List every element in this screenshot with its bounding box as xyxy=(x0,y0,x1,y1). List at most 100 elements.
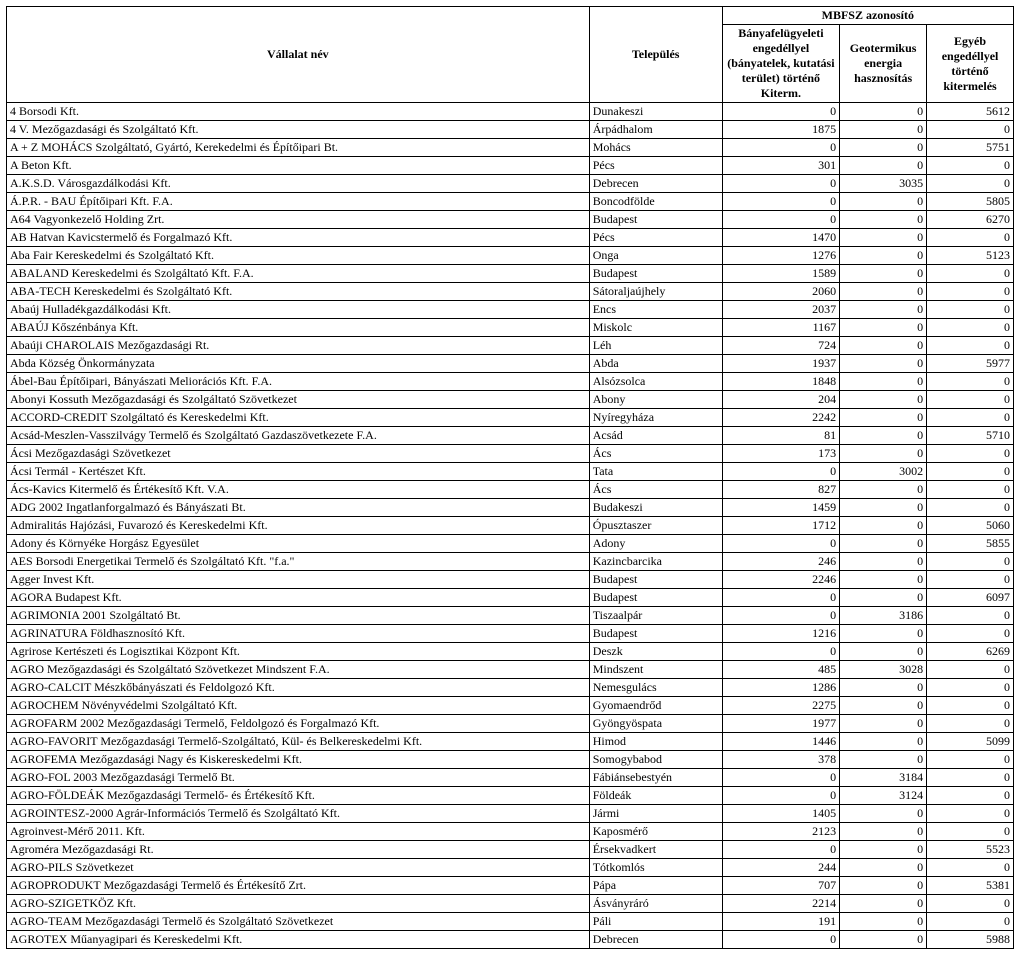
cell-town: Árpádhalom xyxy=(589,121,722,139)
cell-value: 0 xyxy=(927,337,1014,355)
table-row: ADG 2002 Ingatlanforgalmazó és Bányászat… xyxy=(7,499,1014,517)
table-row: Ácsi Mezőgazdasági SzövetkezetÁcs17300 xyxy=(7,445,1014,463)
cell-value: 0 xyxy=(840,427,927,445)
table-row: Agroméra Mezőgazdasági Rt.Érsekvadkert00… xyxy=(7,841,1014,859)
cell-value: 0 xyxy=(840,139,927,157)
cell-value: 0 xyxy=(927,409,1014,427)
cell-value: 0 xyxy=(927,697,1014,715)
cell-value: 0 xyxy=(840,751,927,769)
cell-value: 5751 xyxy=(927,139,1014,157)
cell-value: 0 xyxy=(927,373,1014,391)
cell-value: 0 xyxy=(927,553,1014,571)
cell-town: Ásványráró xyxy=(589,895,722,913)
cell-value: 5099 xyxy=(927,733,1014,751)
table-row: ABALAND Kereskedelmi és Szolgáltató Kft.… xyxy=(7,265,1014,283)
table-row: Abaúj Hulladékgazdálkodási Kft.Encs20370… xyxy=(7,301,1014,319)
cell-town: Onga xyxy=(589,247,722,265)
cell-company: AGRO Mezőgazdasági és Szolgáltató Szövet… xyxy=(7,661,590,679)
cell-company: AGRO-FÖLDEÁK Mezőgazdasági Termelő- és É… xyxy=(7,787,590,805)
cell-value: 0 xyxy=(927,121,1014,139)
cell-company: ABA-TECH Kereskedelmi és Szolgáltató Kft… xyxy=(7,283,590,301)
cell-value: 0 xyxy=(927,625,1014,643)
cell-company: Abaúji CHAROLAIS Mezőgazdasági Rt. xyxy=(7,337,590,355)
cell-town: Budapest xyxy=(589,589,722,607)
cell-company: AGRO-FAVORIT Mezőgazdasági Termelő-Szolg… xyxy=(7,733,590,751)
cell-town: Abony xyxy=(589,391,722,409)
cell-town: Léh xyxy=(589,337,722,355)
cell-company: AES Borsodi Energetikai Termelő és Szolg… xyxy=(7,553,590,571)
cell-value: 0 xyxy=(840,715,927,733)
cell-value: 1286 xyxy=(722,679,840,697)
header-group: MBFSZ azonosító xyxy=(722,7,1013,25)
cell-value: 0 xyxy=(722,607,840,625)
cell-company: AGRIMONIA 2001 Szolgáltató Bt. xyxy=(7,607,590,625)
table-row: Ács-Kavics Kitermelő és Értékesítő Kft. … xyxy=(7,481,1014,499)
cell-value: 378 xyxy=(722,751,840,769)
cell-value: 0 xyxy=(927,913,1014,931)
cell-value: 2246 xyxy=(722,571,840,589)
cell-town: Ács xyxy=(589,481,722,499)
cell-value: 0 xyxy=(840,193,927,211)
cell-town: Földeák xyxy=(589,787,722,805)
table-row: Adony és Környéke Horgász EgyesületAdony… xyxy=(7,535,1014,553)
cell-value: 0 xyxy=(722,193,840,211)
cell-value: 0 xyxy=(840,211,927,229)
cell-company: AGRO-CALCIT Mészkőbányászati és Feldolgo… xyxy=(7,679,590,697)
cell-value: 1216 xyxy=(722,625,840,643)
cell-value: 5855 xyxy=(927,535,1014,553)
cell-company: AGROFEMA Mezőgazdasági Nagy és Kiskeresk… xyxy=(7,751,590,769)
cell-company: Abaúj Hulladékgazdálkodási Kft. xyxy=(7,301,590,319)
table-row: AGRIMONIA 2001 Szolgáltató Bt.Tiszaalpár… xyxy=(7,607,1014,625)
table-row: AGROTEX Műanyagipari és Kereskedelmi Kft… xyxy=(7,931,1014,949)
cell-town: Kazincbarcika xyxy=(589,553,722,571)
cell-value: 0 xyxy=(722,589,840,607)
cell-value: 0 xyxy=(722,463,840,481)
cell-town: Somogybabod xyxy=(589,751,722,769)
cell-company: Agrirose Kertészeti és Logisztikai Közpo… xyxy=(7,643,590,661)
cell-town: Himod xyxy=(589,733,722,751)
cell-value: 0 xyxy=(927,301,1014,319)
cell-company: ADG 2002 Ingatlanforgalmazó és Bányászat… xyxy=(7,499,590,517)
cell-company: AGRO-PILS Szövetkezet xyxy=(7,859,590,877)
cell-value: 0 xyxy=(840,805,927,823)
cell-value: 173 xyxy=(722,445,840,463)
cell-company: 4 Borsodi Kft. xyxy=(7,103,590,121)
cell-value: 0 xyxy=(927,607,1014,625)
cell-value: 0 xyxy=(722,931,840,949)
cell-company: Ácsi Termál - Kertészet Kft. xyxy=(7,463,590,481)
cell-company: Admiralitás Hajózási, Fuvarozó és Keresk… xyxy=(7,517,590,535)
cell-company: AB Hatvan Kavicstermelő és Forgalmazó Kf… xyxy=(7,229,590,247)
table-row: A64 Vagyonkezelő Holding Zrt.Budapest006… xyxy=(7,211,1014,229)
cell-company: AGROPRODUKT Mezőgazdasági Termelő és Ért… xyxy=(7,877,590,895)
cell-value: 0 xyxy=(927,265,1014,283)
table-row: Agrirose Kertészeti és Logisztikai Közpo… xyxy=(7,643,1014,661)
table-row: ACCORD-CREDIT Szolgáltató és Kereskedelm… xyxy=(7,409,1014,427)
cell-value: 485 xyxy=(722,661,840,679)
table-row: Acsád-Meszlen-Vasszilvágy Termelő és Szo… xyxy=(7,427,1014,445)
cell-company: AGROINTESZ-2000 Agrár-Információs Termel… xyxy=(7,805,590,823)
cell-value: 3002 xyxy=(840,463,927,481)
cell-value: 0 xyxy=(840,733,927,751)
cell-town: Budapest xyxy=(589,625,722,643)
table-row: Ábel-Bau Építőipari, Bányászati Meliorác… xyxy=(7,373,1014,391)
cell-value: 2037 xyxy=(722,301,840,319)
cell-value: 707 xyxy=(722,877,840,895)
cell-value: 2242 xyxy=(722,409,840,427)
cell-company: AGRO-TEAM Mezőgazdasági Termelő és Szolg… xyxy=(7,913,590,931)
cell-town: Debrecen xyxy=(589,931,722,949)
cell-company: Á.P.R. - BAU Építőipari Kft. F.A. xyxy=(7,193,590,211)
cell-value: 0 xyxy=(927,391,1014,409)
cell-value: 0 xyxy=(722,211,840,229)
cell-town: Miskolc xyxy=(589,319,722,337)
cell-value: 244 xyxy=(722,859,840,877)
cell-value: 0 xyxy=(840,373,927,391)
cell-town: Budapest xyxy=(589,265,722,283)
cell-value: 0 xyxy=(927,481,1014,499)
table-row: A Beton Kft.Pécs30100 xyxy=(7,157,1014,175)
cell-value: 246 xyxy=(722,553,840,571)
cell-value: 301 xyxy=(722,157,840,175)
cell-value: 0 xyxy=(840,823,927,841)
cell-value: 81 xyxy=(722,427,840,445)
cell-value: 0 xyxy=(840,589,927,607)
cell-town: Páli xyxy=(589,913,722,931)
